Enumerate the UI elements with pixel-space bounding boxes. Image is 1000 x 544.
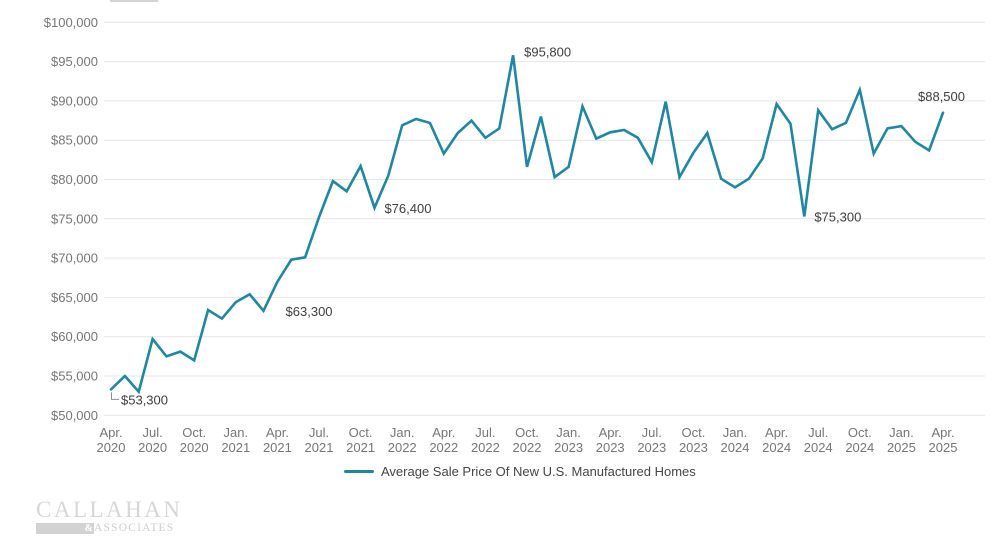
y-axis-tick-label: $75,000 [51, 211, 98, 226]
y-axis-tick-label: $80,000 [51, 172, 98, 187]
data-label-annotation: $53,300 [121, 392, 168, 407]
data-label-annotation: $95,800 [524, 44, 571, 59]
x-axis-tick-label: Jul. 2020 [138, 425, 167, 455]
x-axis-tick-label: Apr. 2025 [929, 425, 958, 455]
data-label-annotation: $76,400 [384, 201, 431, 216]
cropped-edge-artifact [110, 0, 158, 2]
x-axis-tick-label: Oct. 2023 [679, 425, 708, 455]
x-axis-tick-label: Apr. 2023 [596, 425, 625, 455]
x-axis-tick-label: Oct. 2022 [513, 425, 542, 455]
x-axis-tick-label: Oct. 2020 [180, 425, 209, 455]
callahan-associates-logo: CALLAHAN & ASSOCIATES [36, 497, 183, 534]
price-line-series[interactable] [109, 55, 945, 395]
x-axis-tick-label: Jul. 2021 [305, 425, 334, 455]
chart-legend: Average Sale Price Of New U.S. Manufactu… [344, 464, 696, 479]
x-axis-tick-label: Apr. 2021 [263, 425, 292, 455]
y-axis-tick-label: $65,000 [51, 290, 98, 305]
data-label-annotation: $75,300 [814, 209, 861, 224]
y-axis-tick-label: $90,000 [51, 93, 98, 108]
x-axis-tick-label: Jul. 2022 [471, 425, 500, 455]
x-axis-tick-label: Apr. 2024 [762, 425, 791, 455]
x-axis-tick-label: Jan. 2023 [554, 425, 583, 455]
x-axis-tick-label: Jan. 2022 [388, 425, 417, 455]
logo-ampersand: & [84, 522, 93, 534]
x-axis-tick-label: Apr. 2020 [97, 425, 126, 455]
logo-name-text: CALLAHAN [36, 497, 183, 522]
annotation-leader-line [111, 392, 119, 400]
y-axis-tick-label: $85,000 [51, 133, 98, 148]
y-axis-tick-label: $55,000 [51, 369, 98, 384]
x-axis-tick-label: Jan. 2021 [221, 425, 250, 455]
legend-series-label: Average Sale Price Of New U.S. Manufactu… [381, 464, 696, 479]
x-axis-tick-label: Jan. 2024 [721, 425, 750, 455]
data-label-annotation: $63,300 [286, 304, 333, 319]
x-axis-tick-label: Oct. 2021 [346, 425, 375, 455]
data-label-annotation: $88,500 [918, 89, 965, 104]
y-axis-tick-label: $100,000 [44, 15, 98, 30]
x-axis-tick-label: Jul. 2023 [637, 425, 666, 455]
x-axis-tick-label: Jul. 2024 [804, 425, 833, 455]
x-axis-tick-label: Oct. 2024 [845, 425, 874, 455]
x-axis-tick-label: Jan. 2025 [887, 425, 916, 455]
x-axis-tick-label: Apr. 2022 [429, 425, 458, 455]
logo-bar: & [36, 522, 94, 534]
logo-suffix-text: ASSOCIATES [94, 522, 175, 534]
y-axis-tick-label: $95,000 [51, 54, 98, 69]
legend-line-swatch [344, 470, 374, 473]
y-axis-tick-label: $60,000 [51, 329, 98, 344]
y-axis-tick-label: $50,000 [51, 408, 98, 423]
y-axis-tick-label: $70,000 [51, 251, 98, 266]
logo-subtitle-row: & ASSOCIATES [36, 522, 183, 534]
